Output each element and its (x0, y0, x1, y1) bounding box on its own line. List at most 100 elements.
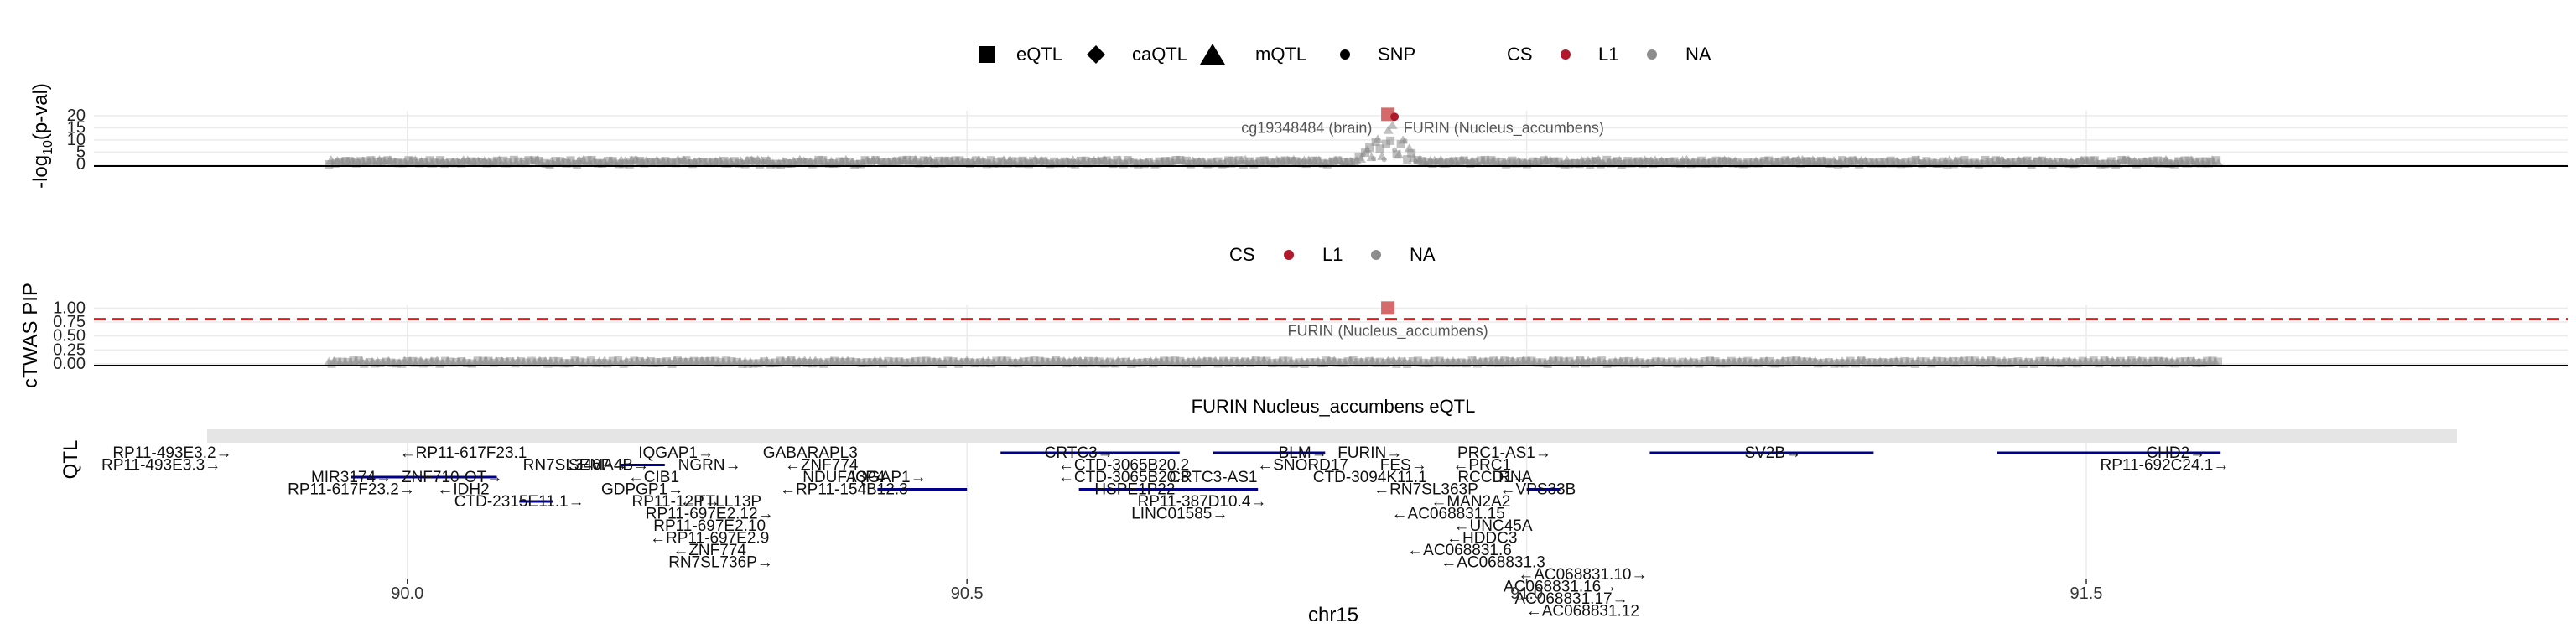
twas-point (387, 358, 396, 367)
twas-point (1635, 358, 1644, 367)
gwas-point (1981, 155, 1990, 164)
gene-x-tick-label: 90.5 (951, 584, 984, 603)
gwas-point (1228, 156, 1238, 165)
gwas-point (534, 157, 543, 166)
gene-label: ←ZNF774 (785, 457, 859, 475)
gene-label: RP11-12P→ (631, 493, 719, 511)
gwas-point (615, 159, 624, 169)
twas-point (2137, 356, 2147, 366)
twas-point (1565, 356, 1574, 366)
twas-point (1414, 356, 1423, 366)
square-icon (979, 46, 995, 63)
gwas-point (2201, 157, 2210, 166)
gwas-point (1743, 158, 1753, 167)
gene-label: RP11-617F23.2→ (288, 481, 415, 499)
twas-point (586, 356, 595, 366)
gwas-y-tick-label: 10 (67, 131, 86, 149)
twas-point (332, 357, 341, 366)
gwas-point (1213, 157, 1223, 166)
gwas-y-tick-label: 5 (76, 143, 86, 161)
gwas-point (682, 156, 691, 165)
twas-point (1419, 358, 1428, 367)
gwas-point (1014, 157, 1023, 166)
cs-na-dot-icon (1647, 49, 1657, 60)
twas-point (992, 356, 1001, 366)
gene-label: ←RP11-617F23.1 (400, 444, 527, 462)
twas-points (324, 301, 2222, 368)
twas-point (884, 356, 893, 366)
gwas-point (556, 157, 565, 166)
gwas-point (1487, 156, 1496, 165)
gwas-point (1365, 143, 1374, 153)
gene-label: ←AC068831.6 (1407, 542, 1512, 559)
gene-x-ticks: 90.0 90.5 91.0 91.5 (391, 579, 2102, 603)
gwas-point (2213, 158, 2224, 167)
twas-point (1332, 358, 1342, 367)
legend-cs-title: CS (1507, 44, 1533, 65)
twas-point (1041, 357, 1050, 366)
gwas-point (1050, 157, 1059, 166)
gwas-point (935, 158, 946, 168)
gene-labels: RP11-493E3.2→ ←RP11-617F23.1 RP11-493E3.3→… (101, 444, 2229, 621)
gene-label: ←AC068831.10→ (1518, 566, 1647, 584)
gene-label: ←RN7SL363P (1374, 481, 1478, 499)
twas-point (1689, 358, 1698, 367)
gene-label: CRTC3→ (1045, 444, 1114, 462)
twas-point (2148, 356, 2158, 366)
gene-label: SV2B→ (1744, 444, 1801, 462)
gwas-point (1943, 159, 1952, 169)
twas-point (1894, 358, 1903, 367)
twas-point (1900, 356, 1909, 366)
gene-grid (407, 443, 2087, 579)
twas-point (1916, 357, 1925, 366)
gwas-point (2085, 156, 2095, 165)
twas-point (1949, 356, 1958, 366)
twas-point (517, 357, 526, 366)
gwas-point (1922, 157, 1931, 166)
gene-label: RP11-692C24.1→ (2101, 457, 2230, 475)
twas-point (1527, 356, 1536, 366)
twas-y-ticks: 0.000.250.500.751.00 (53, 299, 86, 373)
twas-point (1160, 356, 1169, 366)
twas-point (1370, 358, 1379, 367)
gwas-point (1007, 157, 1016, 166)
twas-point (829, 356, 839, 366)
gene-panel-title: FURIN Nucleus_accumbens eQTL (1192, 396, 1476, 417)
gwas-point (573, 159, 582, 169)
gwas-point (509, 155, 518, 164)
twas-point (1597, 356, 1607, 366)
diamond-icon (1087, 45, 1105, 64)
gwas-point (1255, 157, 1265, 166)
gwas-point (1886, 156, 1895, 165)
gwas-point (1396, 140, 1405, 149)
twas-point (1592, 357, 1601, 366)
twas-point (2078, 356, 2087, 366)
twas-point (570, 356, 579, 366)
twas-point (1878, 358, 1888, 367)
gene-label: RP11-493E3.2→ (112, 444, 231, 462)
gwas-point (1182, 156, 1191, 165)
twas-point (2040, 356, 2049, 366)
twas-point (1176, 356, 1185, 366)
gwas-y-tick-label: 15 (67, 118, 86, 137)
gwas-point (1394, 150, 1405, 159)
legend-cs-l1-label: L1 (1598, 44, 1618, 65)
gene-x-tick-label: 91.0 (1510, 584, 1543, 603)
gwas-point (1638, 159, 1647, 169)
gene-label: CTD-3094K11.1 (1313, 469, 1427, 486)
twas-point (1171, 356, 1180, 366)
twas-point (559, 359, 569, 368)
gene-label: ←UNC45A (1454, 517, 1533, 535)
gwas-point (1670, 157, 1679, 166)
gwas-y-tick-label: 20 (67, 106, 86, 125)
gene-label: ←IDH2 (437, 481, 489, 499)
facet-strip (207, 429, 2457, 443)
gwas-point (2106, 157, 2116, 166)
gene-label: ←AC068831.12 (1526, 603, 1639, 621)
twas-point (1430, 356, 1439, 366)
gene-label: AC068831.17→ (1514, 590, 1628, 608)
gwas-point (1291, 157, 1301, 166)
twas-point (1229, 356, 1239, 366)
legend-mid-cs-l1-label: L1 (1322, 244, 1343, 265)
